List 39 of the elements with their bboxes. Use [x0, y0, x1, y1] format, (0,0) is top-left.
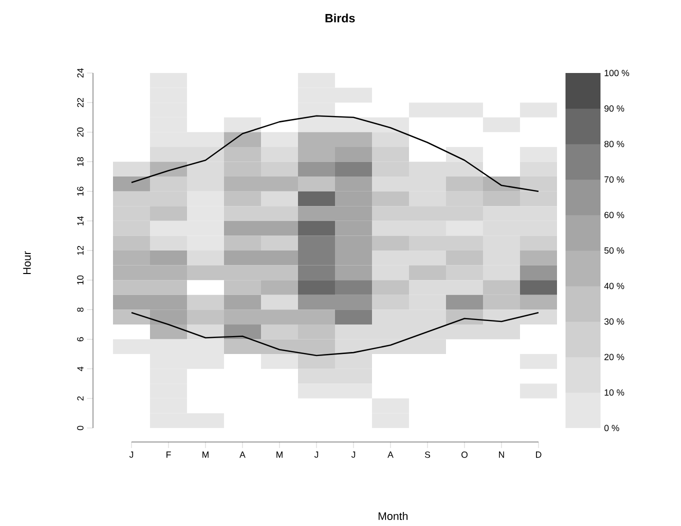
y-tick-label: 22	[77, 98, 84, 108]
x-tick-label: J	[129, 452, 134, 458]
x-tick-label: M	[276, 452, 282, 458]
color-bar-label: 100 %	[604, 70, 630, 76]
x-tick-label: S	[424, 452, 430, 458]
y-tick-label: 8	[77, 308, 84, 312]
color-bar-label: 60 %	[604, 212, 624, 218]
y-tick-label: 2	[77, 396, 84, 400]
x-axis-title: Month	[378, 512, 408, 520]
x-tick-label: A	[240, 452, 246, 458]
color-bar-label: 20 %	[604, 354, 624, 360]
chart-title: Birds	[326, 14, 355, 22]
x-tick-label: J	[314, 452, 318, 458]
y-tick-label: 4	[77, 366, 84, 372]
y-tick-label: 14	[77, 216, 84, 226]
x-tick-label: A	[388, 452, 394, 458]
x-tick-label: M	[202, 452, 208, 458]
y-tick-label: 6	[77, 337, 84, 342]
y-axis-title: Hour	[23, 251, 31, 274]
x-tick-label: J	[351, 452, 356, 458]
y-tick-label: 18	[77, 157, 84, 166]
color-bar-label: 80 %	[604, 140, 624, 148]
color-bar-label: 0 %	[604, 424, 620, 432]
x-tick-label: O	[461, 452, 468, 458]
color-bar-label: 50 %	[604, 247, 624, 254]
y-tick-label: 16	[77, 186, 84, 196]
color-bar-label: 10 %	[604, 389, 624, 396]
y-tick-label: 0	[77, 426, 84, 430]
x-tick-label: D	[536, 452, 542, 458]
y-tick-label: 12	[77, 246, 84, 255]
color-bar-label: 30 %	[604, 318, 624, 325]
x-tick-label: N	[499, 452, 504, 458]
x-tick-label: F	[166, 452, 171, 458]
y-tick-label: 10	[77, 275, 84, 284]
color-bar-label: 70 %	[604, 176, 624, 183]
y-tick-label: 20	[77, 128, 84, 137]
color-bar-label: 40 %	[604, 282, 624, 290]
y-tick-label: 24	[77, 68, 84, 78]
color-bar-label: 90 %	[604, 105, 624, 112]
